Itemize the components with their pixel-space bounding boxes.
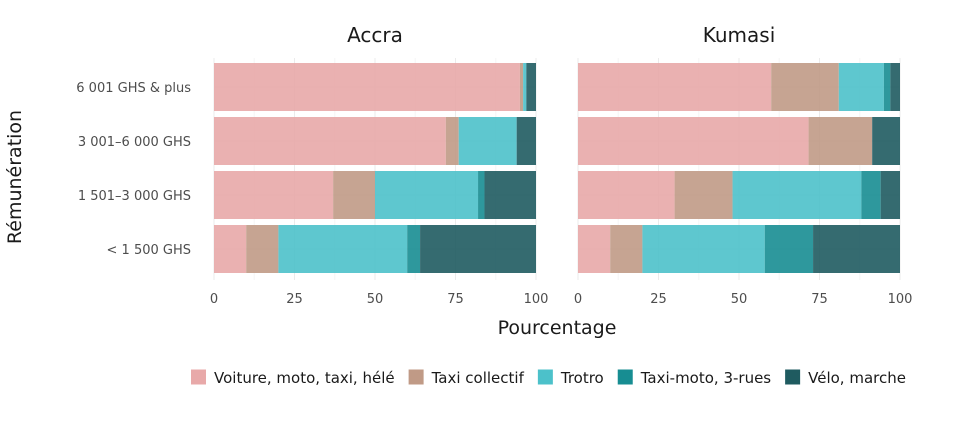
bar-segment (519, 63, 524, 111)
bar-segment (420, 225, 536, 273)
bar-segment (771, 63, 839, 111)
x-tick-label: 25 (650, 292, 667, 307)
x-tick-labels: 0 25 50 75 100 0 25 50 75 100 (210, 292, 913, 307)
x-tick-label: 100 (524, 292, 549, 307)
legend-swatch (191, 369, 206, 385)
bar-segment (808, 117, 873, 165)
bar-segment (578, 171, 675, 219)
bar-segment (578, 63, 772, 111)
bar-segment (246, 225, 279, 273)
bar-segment (526, 63, 536, 111)
x-tick-label: 100 (888, 292, 913, 307)
bar-segment (484, 171, 536, 219)
bar-segment (578, 225, 611, 273)
legend-label: Trotro (560, 369, 604, 387)
legend-label: Vélo, marche (808, 369, 906, 387)
bar-segment (445, 117, 459, 165)
bar-segment (732, 171, 862, 219)
legend-swatch (537, 369, 553, 385)
y-tick-label: 1 501–3 000 GHS (78, 189, 191, 204)
bar-segment (478, 171, 485, 219)
bar-segment (458, 117, 517, 165)
bar-segment (861, 171, 881, 219)
bar-segment (214, 225, 247, 273)
y-tick-label: < 1 500 GHS (107, 243, 191, 258)
bar-segment (214, 63, 520, 111)
bar-segment (278, 225, 408, 273)
legend-label: Voiture, moto, taxi, hélé (214, 369, 395, 387)
bar-segment (407, 225, 421, 273)
legend-swatch (785, 369, 801, 385)
x-tick-label: 0 (574, 292, 582, 307)
y-tick-label: 3 001–6 000 GHS (78, 135, 191, 150)
bar-segment (578, 117, 809, 165)
bar-segment (214, 171, 334, 219)
legend-swatch (617, 369, 633, 385)
x-tick-label: 75 (811, 292, 828, 307)
bar-segment (872, 117, 900, 165)
x-tick-label: 0 (210, 292, 218, 307)
legend-label: Taxi collectif (431, 369, 525, 387)
bar-segment (883, 63, 891, 111)
y-tick-labels: 6 001 GHS & plus 3 001–6 000 GHS 1 501–3… (76, 81, 191, 258)
bar-segment (674, 171, 733, 219)
facet-title-accra: Accra (347, 23, 403, 47)
legend-swatch (408, 369, 424, 385)
bar-segment (610, 225, 643, 273)
legend: Voiture, moto, taxi, hélé Taxi collectif T… (191, 369, 906, 387)
bar-segment (333, 171, 375, 219)
facet-title-kumasi: Kumasi (703, 23, 776, 47)
y-axis-title: Rémunération (4, 110, 26, 244)
bar-layer (214, 63, 900, 273)
bar-segment (214, 117, 446, 165)
bar-segment (764, 225, 814, 273)
x-tick-label: 50 (731, 292, 748, 307)
bar-segment (890, 63, 900, 111)
bar-segment (880, 171, 900, 219)
x-tick-label: 50 (367, 292, 384, 307)
bar-segment (375, 171, 479, 219)
x-axis-title: Pourcentage (498, 317, 617, 339)
x-tick-label: 75 (447, 292, 464, 307)
bar-segment (523, 63, 527, 111)
y-tick-label: 6 001 GHS & plus (76, 81, 191, 96)
bar-segment (838, 63, 884, 111)
bar-segment (813, 225, 900, 273)
x-tick-label: 25 (286, 292, 303, 307)
bar-segment (516, 117, 536, 165)
legend-label: Taxi-moto, 3-rues (640, 369, 772, 387)
bar-segment (642, 225, 765, 273)
